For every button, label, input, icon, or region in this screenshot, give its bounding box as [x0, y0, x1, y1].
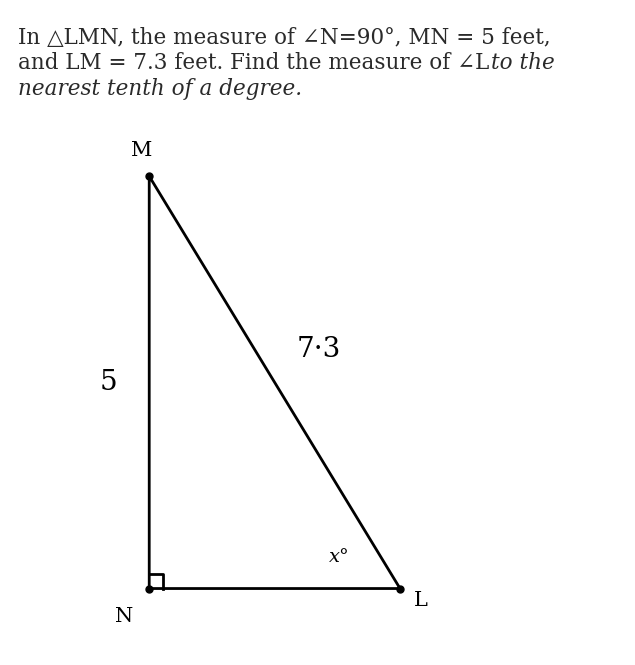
Text: In △LMN, the measure of ∠N=90°, MN = 5 feet,: In △LMN, the measure of ∠N=90°, MN = 5 f… — [18, 27, 551, 49]
Text: and LM = 7.3 feet. Find the measure of ∠L: and LM = 7.3 feet. Find the measure of ∠… — [18, 52, 496, 74]
Text: N: N — [115, 607, 133, 626]
Text: x°: x° — [330, 547, 350, 566]
Text: nearest tenth of a degree.: nearest tenth of a degree. — [18, 78, 302, 100]
Text: M: M — [131, 140, 152, 160]
Text: 7·3: 7·3 — [297, 336, 341, 362]
Text: L: L — [414, 591, 428, 610]
Text: 5: 5 — [99, 369, 117, 396]
Text: to the: to the — [491, 52, 555, 74]
